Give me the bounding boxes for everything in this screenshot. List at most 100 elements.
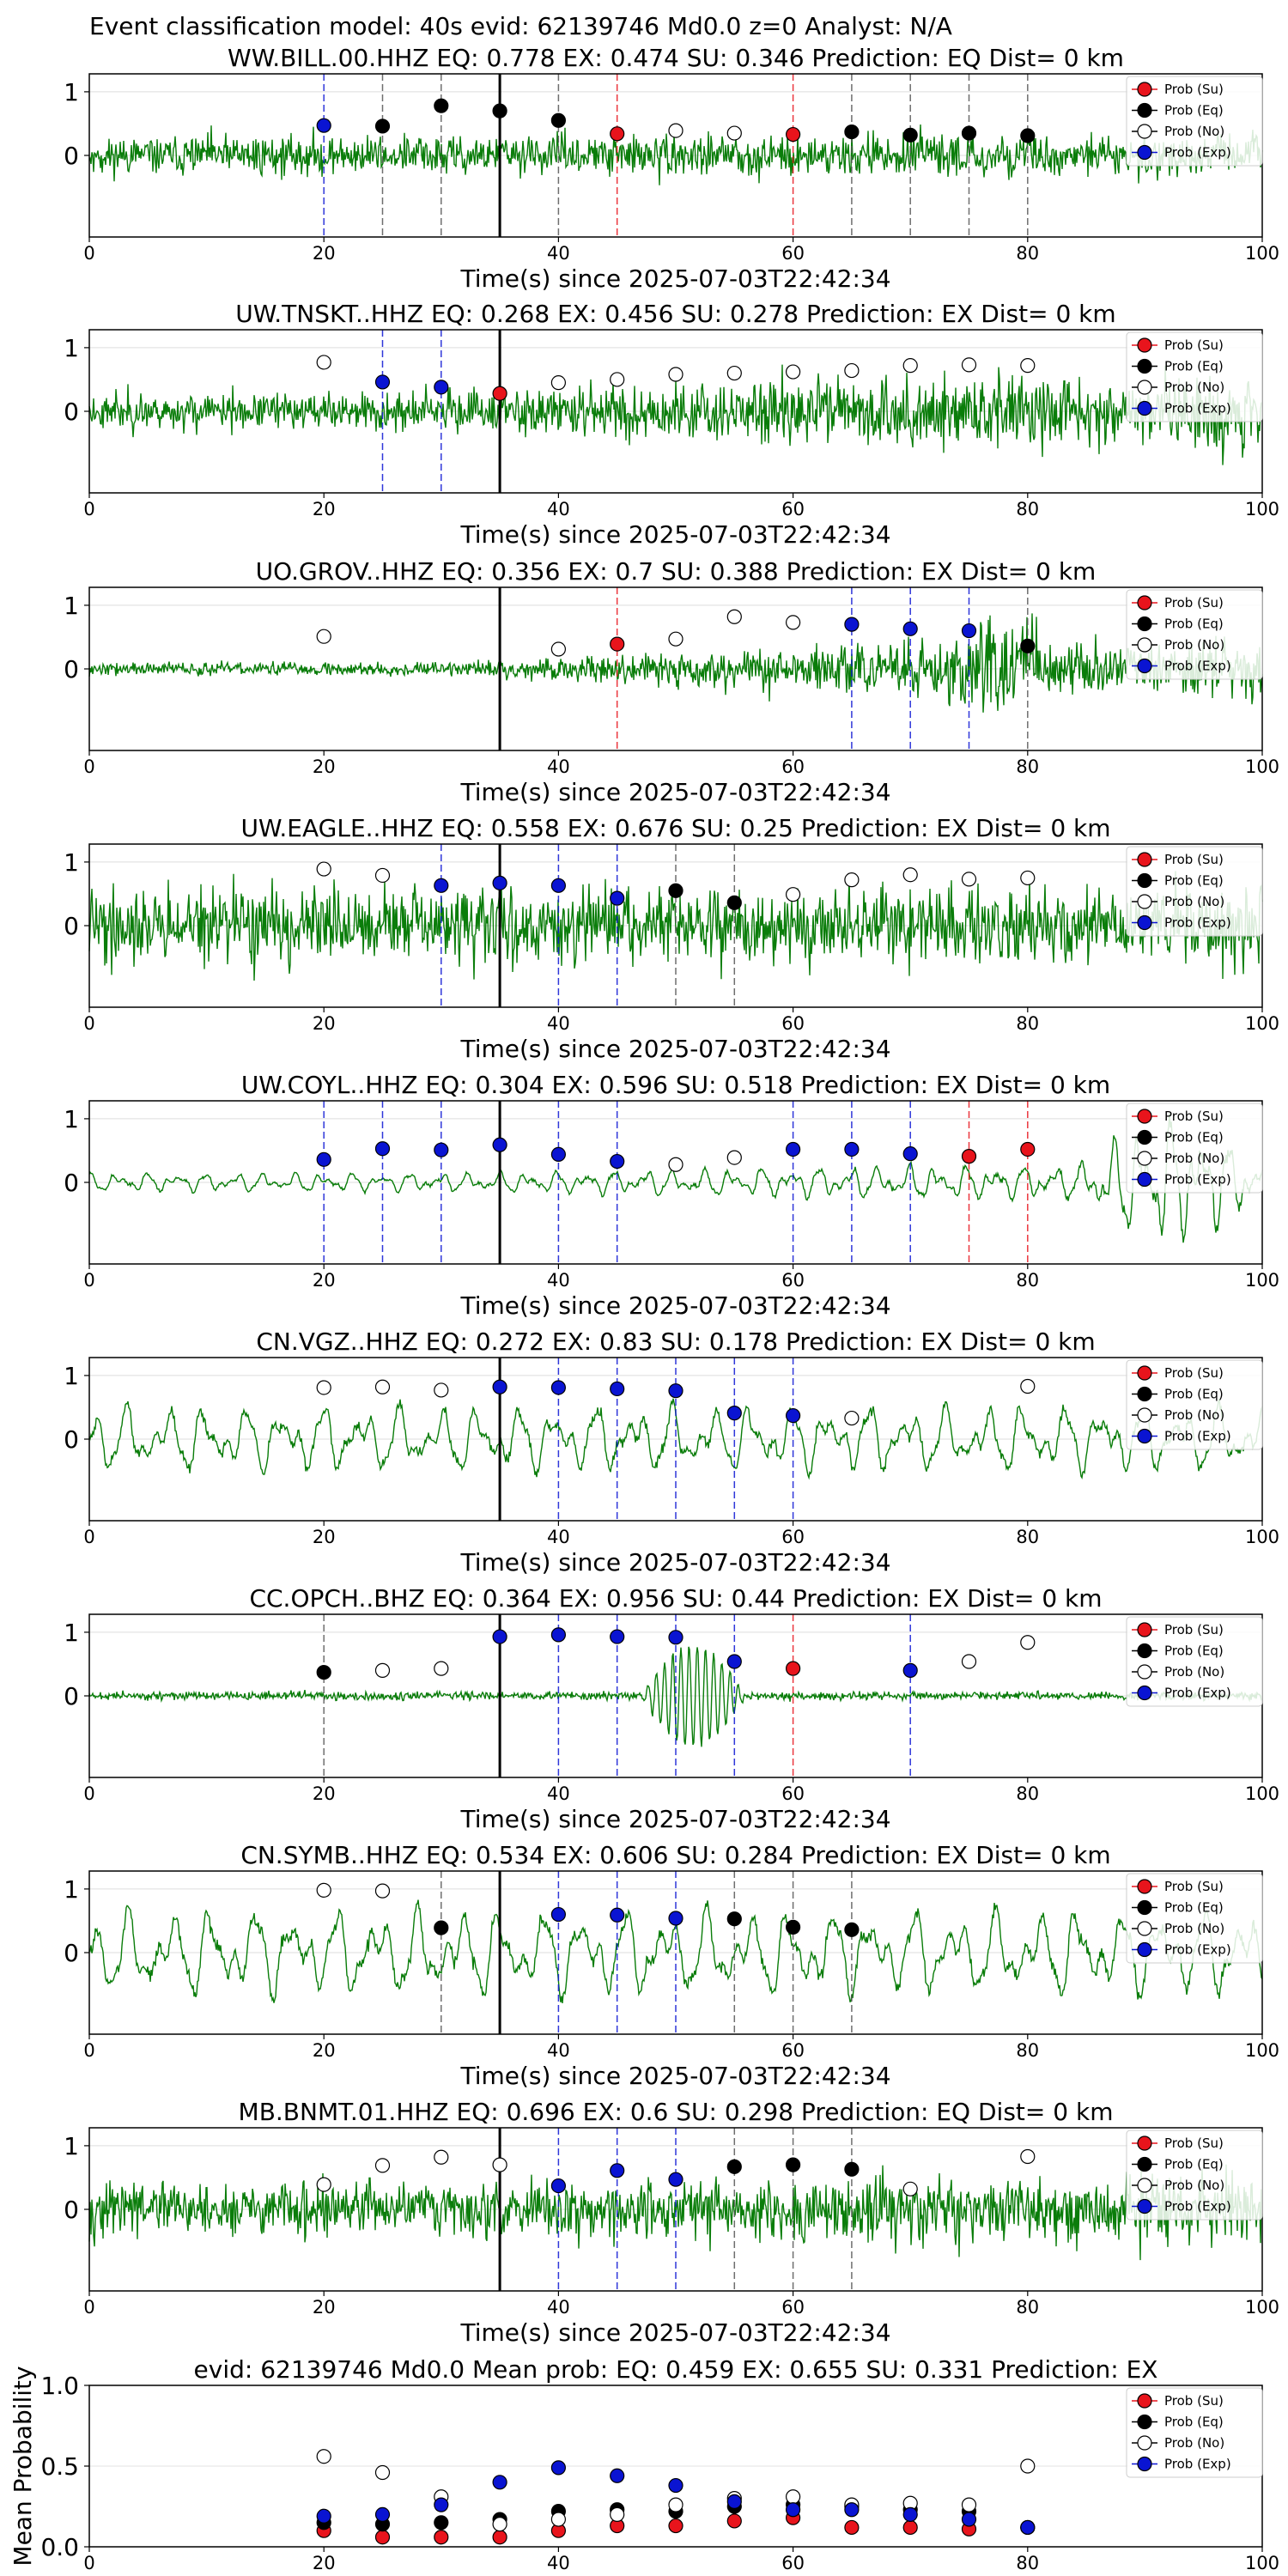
panel-xtick-label: 80 <box>1016 756 1039 777</box>
legend-box <box>1126 2387 1263 2478</box>
mean-ytick-label: 0.0 <box>40 2533 79 2561</box>
legend-marker-exp <box>1137 1171 1152 1188</box>
data-point-exp <box>610 2163 625 2178</box>
legend-marker-eq <box>1137 616 1152 632</box>
panel-title: CN.SYMB..HHZ EQ: 0.534 EX: 0.606 SU: 0.2… <box>240 1841 1110 1869</box>
legend-marker-no <box>1137 1151 1152 1166</box>
mean-point-exp <box>550 2460 567 2476</box>
legend-box <box>1126 76 1263 167</box>
ytick-label: 0 <box>64 142 79 170</box>
legend-label-exp: Prob (Exp) <box>1164 145 1231 161</box>
ytick-label: 0 <box>64 1169 79 1197</box>
data-point-exp <box>434 380 449 395</box>
panel-xtick-label: 0 <box>83 243 94 264</box>
panel-xtick-label: 80 <box>1016 2040 1039 2061</box>
data-point-su <box>610 636 625 652</box>
data-point-eq <box>844 1922 860 1937</box>
panel-title: CC.OPCH..BHZ EQ: 0.364 EX: 0.956 SU: 0.4… <box>249 1584 1102 1613</box>
data-point-no <box>434 1382 449 1398</box>
legend-marker-no <box>1137 637 1152 653</box>
panel-xtick-label: 0 <box>83 2040 94 2061</box>
legend-marker-su <box>1137 1365 1152 1381</box>
data-point-eq <box>961 125 977 141</box>
data-point-no <box>961 872 977 887</box>
mean-point-exp <box>961 2512 977 2527</box>
mean-point-exp <box>844 2502 860 2518</box>
data-point-exp <box>374 374 391 390</box>
legend-marker-eq <box>1137 2156 1152 2172</box>
seismogram-trace <box>88 1113 1263 1243</box>
legend-marker-exp <box>1137 400 1152 416</box>
data-point-no <box>1020 2148 1036 2165</box>
mean-xtick-label: 60 <box>781 2553 805 2573</box>
legend-label-su: Prob (Su) <box>1164 852 1224 867</box>
data-point-exp <box>434 1142 449 1157</box>
legend-label-su: Prob (Su) <box>1164 595 1224 611</box>
ytick-label: 0 <box>64 655 79 683</box>
panel-xtick-label: 40 <box>547 499 570 519</box>
data-point-eq <box>902 127 918 143</box>
panel-xtick-label: 100 <box>1245 499 1279 519</box>
legend-marker-su <box>1137 82 1152 97</box>
data-point-no <box>434 1661 449 1676</box>
data-point-exp <box>550 1146 567 1162</box>
ytick-label: 1 <box>64 848 79 877</box>
panel-xtick-label: 100 <box>1245 2297 1279 2318</box>
mean-point-su <box>726 2513 742 2529</box>
panel-xtick-label: 100 <box>1245 756 1279 777</box>
data-point-eq <box>1020 638 1036 653</box>
station-panel-7: CC.OPCH..BHZ EQ: 0.364 EX: 0.956 SU: 0.4… <box>64 1584 1279 1833</box>
data-point-exp <box>492 875 507 890</box>
data-point-no <box>668 123 683 138</box>
data-point-exp <box>726 1406 742 1421</box>
panel-legend: Prob (Su) Prob (Eq) Prob (No) Prob (Exp) <box>1126 331 1263 422</box>
data-point-no <box>961 1654 977 1669</box>
mean-point-no <box>610 2506 625 2522</box>
data-point-no <box>844 872 860 888</box>
data-point-exp <box>726 1654 742 1669</box>
data-point-no <box>668 631 683 647</box>
data-point-exp <box>610 890 625 906</box>
mean-point-no <box>1020 2458 1036 2474</box>
data-point-exp <box>492 1629 507 1644</box>
panel-xlabel: Time(s) since 2025-07-03T22:42:34 <box>459 1035 890 1063</box>
legend-box <box>1126 1616 1263 1707</box>
mean-point-no <box>785 2489 801 2505</box>
mean-point-exp <box>1020 2519 1036 2536</box>
legend-marker-su <box>1137 1622 1152 1637</box>
data-point-no <box>316 355 331 370</box>
legend-label-su: Prob (Su) <box>1164 2136 1224 2151</box>
panel-xtick-label: 0 <box>83 2297 94 2318</box>
ytick-label: 1 <box>64 334 79 362</box>
panel-xlabel: Time(s) since 2025-07-03T22:42:34 <box>459 264 890 293</box>
legend-label-eq: Prob (Eq) <box>1164 617 1224 632</box>
legend-box <box>1126 1103 1263 1194</box>
data-point-exp <box>550 1627 567 1643</box>
panel-xtick-label: 20 <box>313 1270 336 1291</box>
panel-xtick-label: 0 <box>83 1013 94 1034</box>
panel-xtick-label: 0 <box>83 1783 94 1804</box>
mean-point-su <box>492 2530 507 2545</box>
data-point-exp <box>902 1662 918 1678</box>
ytick-label: 1 <box>64 592 79 620</box>
mean-point-no <box>668 2497 683 2512</box>
legend-box <box>1126 331 1263 422</box>
panel-xtick-label: 80 <box>1016 1527 1039 1547</box>
station-panel-6: CN.VGZ..HHZ EQ: 0.272 EX: 0.83 SU: 0.178… <box>64 1327 1279 1577</box>
mean-point-su <box>374 2530 391 2545</box>
data-point-no <box>1020 1635 1036 1650</box>
data-point-su <box>492 386 507 401</box>
mean-xtick-label: 0 <box>83 2553 94 2573</box>
panel-xtick-label: 100 <box>1245 1783 1279 1804</box>
data-point-exp <box>668 2172 683 2187</box>
panel-xtick-label: 60 <box>781 1527 805 1547</box>
data-point-eq <box>726 895 742 910</box>
legend-box <box>1126 1873 1263 1964</box>
mean-point-exp <box>610 2468 625 2483</box>
data-point-eq <box>492 103 507 118</box>
panel-xtick-label: 40 <box>547 1783 570 1804</box>
data-point-su <box>610 126 625 142</box>
legend-label-eq: Prob (Eq) <box>1164 2415 1224 2430</box>
data-point-exp <box>902 1146 918 1162</box>
data-point-eq <box>668 883 683 898</box>
